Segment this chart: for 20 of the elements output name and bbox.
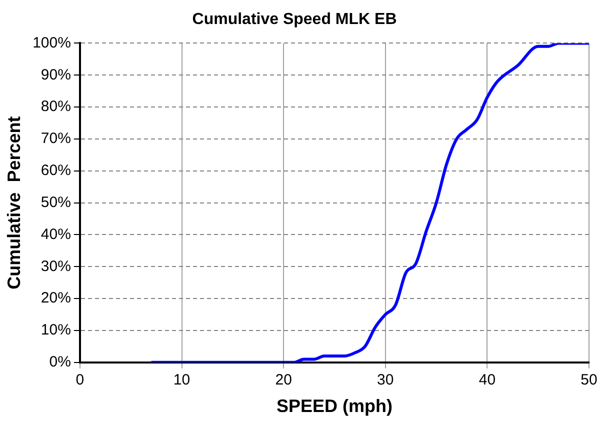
y-tick-label: 10%	[40, 322, 71, 339]
y-tick-label: 50%	[40, 194, 71, 211]
y-tick-label: 0%	[49, 354, 71, 371]
x-tick-label: 0	[76, 372, 84, 389]
x-tick-label: 20	[275, 372, 292, 389]
y-tick-label: 20%	[40, 290, 71, 307]
x-axis-title: SPEED (mph)	[276, 396, 392, 416]
y-tick-label: 80%	[40, 98, 71, 116]
y-tick-label: 100%	[32, 34, 71, 52]
y-tick-label: 90%	[40, 66, 71, 84]
y-tick-label: 60%	[40, 162, 71, 180]
x-tick-label: 50	[580, 372, 598, 389]
x-tick-label: 30	[377, 372, 394, 389]
x-tick-label: 40	[478, 372, 496, 389]
y-tick-label: 70%	[40, 130, 71, 148]
chart-title: Cumulative Speed MLK EB	[192, 11, 397, 28]
x-tick-label: 10	[173, 372, 190, 389]
y-tick-label: 30%	[40, 258, 71, 275]
y-tick-label: 40%	[40, 226, 71, 243]
y-axis-title: Cumulative Percent	[4, 116, 24, 290]
